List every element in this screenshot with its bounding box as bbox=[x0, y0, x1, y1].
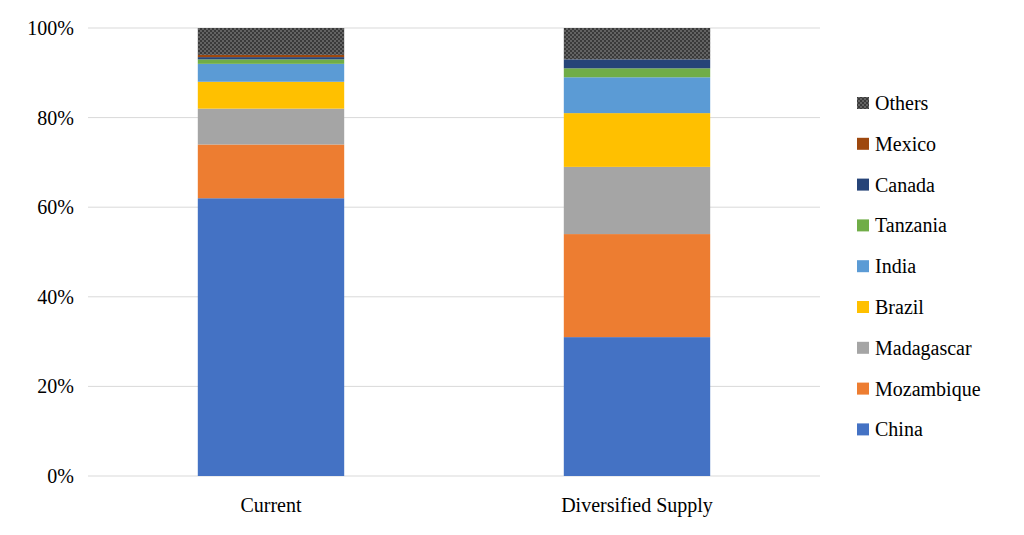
bar-segment bbox=[564, 167, 710, 234]
y-tick-label: 40% bbox=[37, 286, 74, 308]
bar-segment bbox=[198, 198, 344, 476]
legend-label: Tanzania bbox=[875, 214, 947, 236]
legend-label: Madagascar bbox=[875, 337, 972, 360]
legend-swatch bbox=[857, 260, 869, 272]
legend-swatch bbox=[857, 138, 869, 150]
legend-swatch bbox=[857, 383, 869, 395]
bar-segment bbox=[564, 28, 710, 59]
legend-swatch bbox=[857, 342, 869, 354]
chart: 0% 20% 40% 60% 80% 100% Current Diversified Sup… bbox=[0, 0, 1024, 535]
bar-segment bbox=[198, 109, 344, 145]
bars bbox=[198, 28, 710, 476]
y-tick-label: 100% bbox=[27, 17, 74, 39]
bar-segment bbox=[198, 144, 344, 198]
legend-label: Mexico bbox=[875, 133, 936, 155]
legend-swatch bbox=[857, 97, 869, 109]
legend-label: Mozambique bbox=[875, 378, 981, 401]
legend: China Mozambique Madagascar Brazil India Tanz… bbox=[857, 92, 981, 440]
bar-segment bbox=[564, 59, 710, 68]
bar-segment bbox=[564, 234, 710, 337]
y-tick-label: 80% bbox=[37, 107, 74, 129]
bar-segment bbox=[198, 57, 344, 59]
y-tick-label: 0% bbox=[47, 465, 74, 487]
legend-label: Brazil bbox=[875, 296, 924, 318]
bar-segment bbox=[198, 59, 344, 63]
y-tick-label: 20% bbox=[37, 375, 74, 397]
bar-segment bbox=[564, 77, 710, 113]
legend-swatch bbox=[857, 301, 869, 313]
legend-label: India bbox=[875, 255, 916, 277]
bar-segment bbox=[564, 68, 710, 77]
bar-segment bbox=[198, 55, 344, 57]
x-tick-label: Current bbox=[240, 494, 302, 516]
y-tick-label: 60% bbox=[37, 196, 74, 218]
bar-segment bbox=[198, 28, 344, 55]
x-tick-label: Diversified Supply bbox=[561, 494, 713, 517]
legend-label: China bbox=[875, 418, 923, 440]
legend-swatch bbox=[857, 423, 869, 435]
bar-segment bbox=[564, 337, 710, 476]
legend-label: Canada bbox=[875, 174, 935, 196]
grid bbox=[88, 28, 820, 476]
legend-swatch bbox=[857, 179, 869, 191]
bar-segment bbox=[564, 113, 710, 167]
legend-label: Others bbox=[875, 92, 929, 114]
legend-swatch bbox=[857, 219, 869, 231]
bar-segment bbox=[198, 82, 344, 109]
bar-segment bbox=[198, 64, 344, 82]
